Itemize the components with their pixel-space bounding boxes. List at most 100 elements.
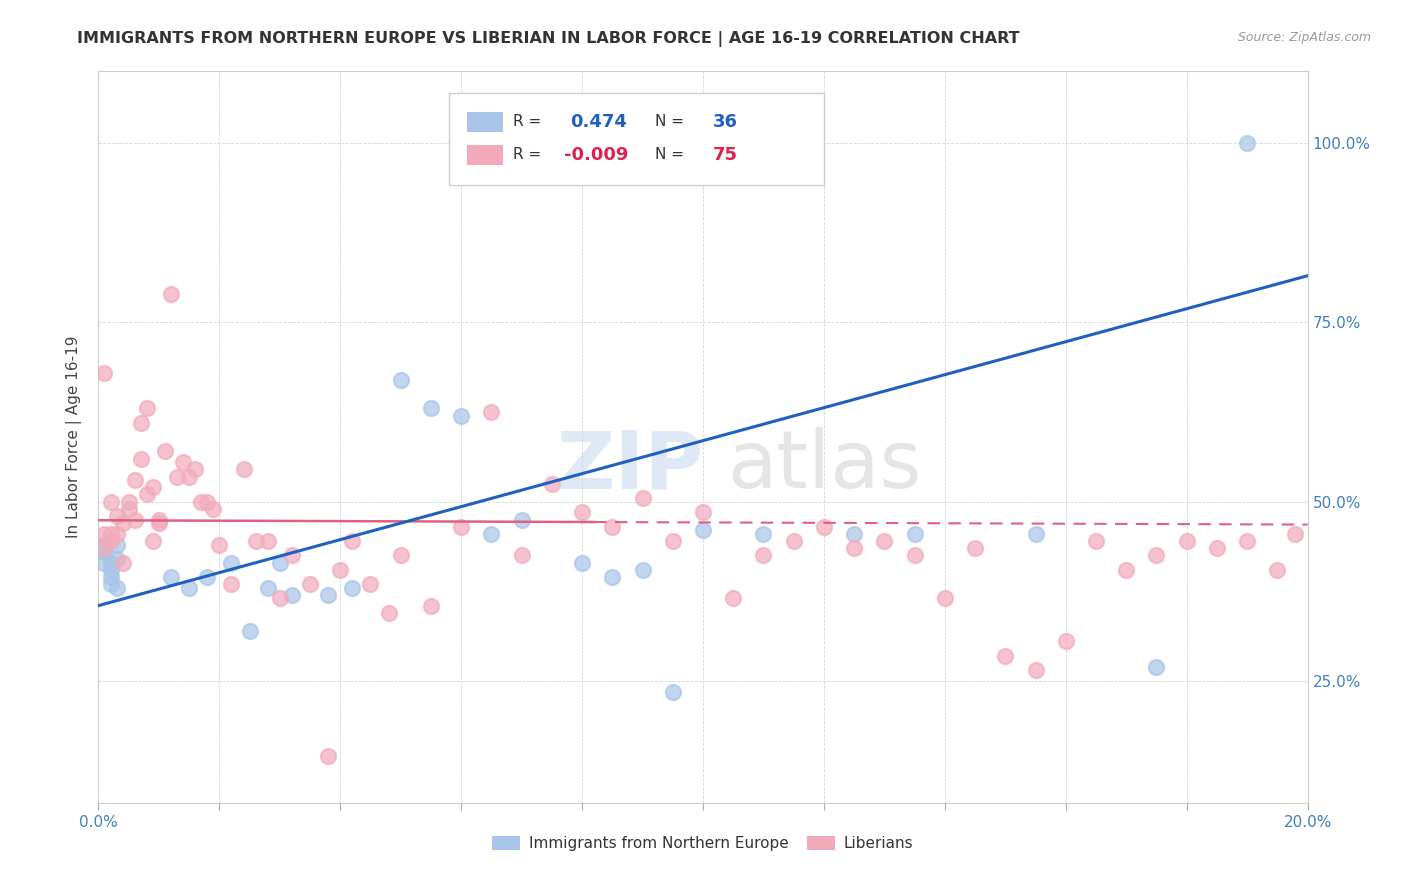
Point [1144,549,1167,563]
Point [93,556,115,570]
Point [1267,563,1289,577]
Point [631,491,654,505]
Point [195,494,218,508]
Point [135,487,157,501]
Point [661,534,683,549]
Point [93,366,115,380]
Point [1024,527,1046,541]
Point [692,505,714,519]
Text: R =: R = [513,147,541,162]
Point [111,556,134,570]
Text: N =: N = [655,114,683,129]
Point [135,401,157,416]
Point [160,286,183,301]
Point [661,684,683,698]
Point [510,549,533,563]
Point [420,599,443,613]
Point [148,512,170,526]
FancyBboxPatch shape [467,112,503,132]
Point [1054,634,1077,648]
Point [934,591,956,606]
Point [904,549,927,563]
Point [1236,534,1258,549]
Point [1085,534,1108,549]
Point [783,534,806,549]
Point [965,541,987,556]
Point [389,373,412,387]
Point [281,549,304,563]
Point [221,556,243,570]
Point [873,534,896,549]
Point [994,648,1017,663]
Point [1175,534,1198,549]
Point [111,516,134,530]
Point [752,549,775,563]
Text: ZIP: ZIP [557,427,704,506]
Point [124,512,146,526]
Point [342,581,364,595]
Point [245,534,267,549]
Point [105,538,128,552]
FancyBboxPatch shape [449,94,824,185]
Point [129,451,152,466]
Point [692,524,714,538]
Point [100,570,122,584]
Point [105,527,128,541]
Point [153,444,176,458]
Point [105,508,128,523]
Point [256,581,278,595]
Text: IMMIGRANTS FROM NORTHERN EUROPE VS LIBERIAN IN LABOR FORCE | AGE 16-19 CORRELATI: IMMIGRANTS FROM NORTHERN EUROPE VS LIBER… [77,31,1019,47]
Point [239,624,262,638]
Point [377,606,399,620]
Text: 36: 36 [713,112,738,131]
Point [571,505,593,519]
Text: N =: N = [655,147,683,162]
Point [316,749,339,764]
Point [118,494,141,508]
Point [232,462,254,476]
Point [100,527,122,541]
Point [299,577,322,591]
FancyBboxPatch shape [467,145,503,165]
Text: 0.474: 0.474 [569,112,627,131]
Point [148,516,170,530]
Point [142,480,165,494]
Point [904,527,927,541]
Point [129,416,152,430]
Point [540,476,562,491]
Point [179,469,201,483]
Point [752,527,775,541]
Point [100,494,122,508]
Point [172,455,194,469]
Point [179,581,201,595]
Point [93,545,115,559]
Point [571,556,593,570]
Text: R =: R = [513,114,541,129]
Point [602,519,624,533]
Point [124,473,146,487]
Point [269,591,291,606]
Point [631,563,654,577]
Text: Source: ZipAtlas.com: Source: ZipAtlas.com [1237,31,1371,45]
Point [1236,136,1258,150]
Point [100,577,122,591]
Point [93,541,115,556]
Point [450,409,472,423]
Legend: Immigrants from Northern Europe, Liberians: Immigrants from Northern Europe, Liberia… [486,830,920,857]
Y-axis label: In Labor Force | Age 16-19: In Labor Force | Age 16-19 [66,335,83,539]
Point [93,538,115,552]
Point [1284,527,1306,541]
Point [93,527,115,541]
Point [813,519,835,533]
Point [281,588,304,602]
Point [269,556,291,570]
Point [195,570,218,584]
Point [389,549,412,563]
Point [1115,563,1137,577]
Point [208,538,231,552]
Point [342,534,364,549]
Point [190,494,212,508]
Point [481,405,503,419]
Point [118,501,141,516]
Point [100,556,122,570]
